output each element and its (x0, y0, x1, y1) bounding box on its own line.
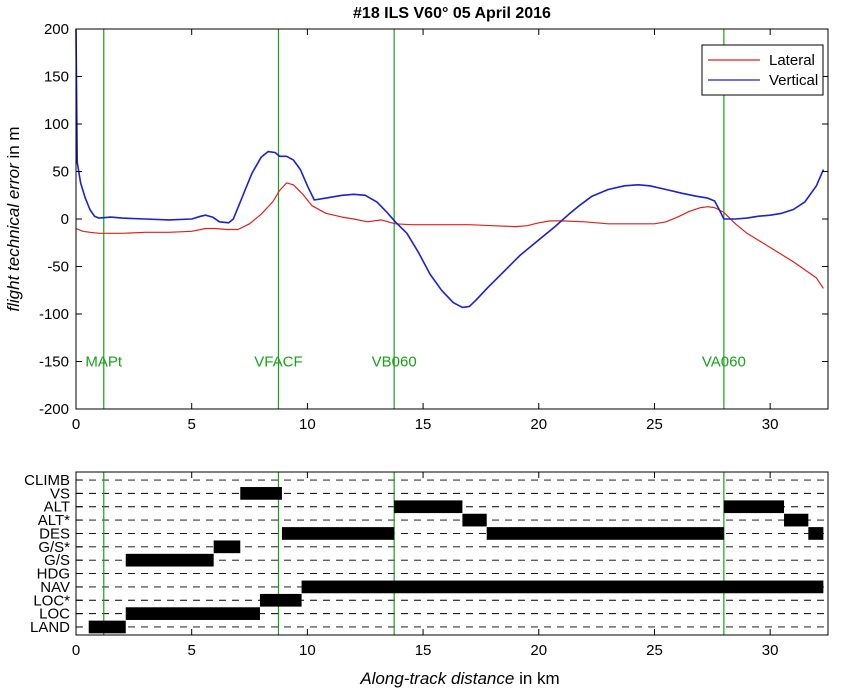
mode-label: HDG (37, 566, 70, 583)
mode-segment (301, 580, 824, 594)
timeline-x-ticks: 0 5 10 15 20 25 30 (72, 472, 779, 659)
timeline-x-tick-label: 5 (188, 642, 196, 659)
mode-timeline: 0 5 10 15 20 25 30 CLIMBVSALTALT*DESG/S*G/SHDG… (24, 471, 829, 688)
mode-label: LOC* (33, 592, 70, 609)
x-tick-label: 5 (188, 416, 196, 433)
mode-label: LAND (30, 619, 70, 636)
mode-segment (213, 540, 241, 554)
y-tick-label: -100 (39, 306, 69, 323)
mode-segment (88, 620, 126, 634)
mode-label: CLIMB (24, 472, 70, 489)
waypoint-label: MAPt (85, 354, 123, 371)
x-axis-label-italic: Along-track distance (359, 669, 514, 688)
timeline-x-tick-label: 25 (646, 642, 663, 659)
x-tick-label: 10 (299, 416, 316, 433)
legend-label-lateral: Lateral (769, 52, 815, 69)
x-tick-label: 20 (530, 416, 547, 433)
waypoint-lines (103, 29, 725, 409)
timeline-frame (75, 471, 829, 636)
mode-label: G/S* (38, 539, 70, 556)
chart-title: #18 ILS V60° 05 April 2016 (353, 5, 551, 22)
mode-label: DES (39, 525, 70, 542)
mode-label: LOC (39, 606, 70, 623)
y-tick-label: 200 (44, 21, 69, 38)
waypoint-labels: MAPt VFACF VB060 VA060 (85, 354, 745, 371)
y-axis-label-italic: flight technical error (4, 162, 23, 312)
mode-segment (281, 527, 395, 540)
y-tick-label: 100 (44, 116, 69, 133)
fte-plot: #18 ILS V60° 05 April 2016 MAPt VFACF VB06… (4, 5, 829, 433)
mode-segment (259, 593, 302, 607)
y-tick-label: 150 (44, 69, 69, 86)
timeline-x-tick-label: 10 (299, 642, 316, 659)
mode-segment (125, 607, 260, 620)
x-axis-label: Along-track distance in km (359, 669, 559, 688)
mode-label: G/S (44, 552, 70, 569)
mode-label: ALT (44, 499, 70, 516)
mode-segment (394, 500, 463, 514)
series-line-vertical (75, 28, 825, 309)
mode-segment (125, 553, 214, 567)
y-axis-label: flight technical error in m (4, 126, 23, 311)
x-tick-label: 30 (762, 416, 779, 433)
x-tick-label: 0 (72, 416, 80, 433)
legend-label-vertical: Vertical (769, 72, 818, 89)
mode-segment (808, 527, 824, 540)
timeline-x-tick-label: 0 (72, 642, 80, 659)
y-tick-label: -200 (39, 401, 69, 418)
mode-segment (486, 527, 724, 540)
y-tick-label: 0 (61, 211, 69, 228)
mode-segment (462, 513, 487, 527)
y-axis-label-unit: in m (4, 126, 23, 163)
y-axis-ticks: -200 -150 -100 -50 0 50 100 150 200 (39, 21, 828, 418)
x-tick-label: 25 (646, 416, 663, 433)
x-axis-label-unit: in km (514, 669, 559, 688)
waypoint-label: VB060 (372, 354, 417, 371)
waypoint-label: VFACF (254, 354, 302, 371)
legend-box (701, 44, 824, 96)
mode-labels: CLIMBVSALTALT*DESG/S*G/SHDGNAVLOC*LOCLAN… (24, 472, 82, 636)
legend: Lateral Vertical (701, 44, 824, 96)
series-lines (75, 28, 825, 309)
timeline-x-tick-label: 30 (762, 642, 779, 659)
mode-label: ALT* (38, 512, 70, 529)
mode-label: VS (50, 485, 70, 502)
timeline-x-tick-label: 15 (415, 642, 432, 659)
series-line-lateral (75, 182, 824, 289)
x-tick-label: 15 (415, 416, 432, 433)
y-tick-label: -50 (47, 259, 69, 276)
y-tick-label: -150 (39, 354, 69, 371)
mode-label: NAV (40, 579, 70, 596)
waypoint-label: VA060 (702, 354, 746, 371)
timeline-x-tick-label: 20 (530, 642, 547, 659)
mode-segment (784, 513, 809, 527)
y-tick-label: 50 (52, 164, 69, 181)
x-axis-ticks: 0 5 10 15 20 25 30 (72, 29, 779, 433)
mode-segment (723, 500, 785, 514)
mode-segments (88, 487, 824, 634)
mode-segment (240, 487, 282, 500)
